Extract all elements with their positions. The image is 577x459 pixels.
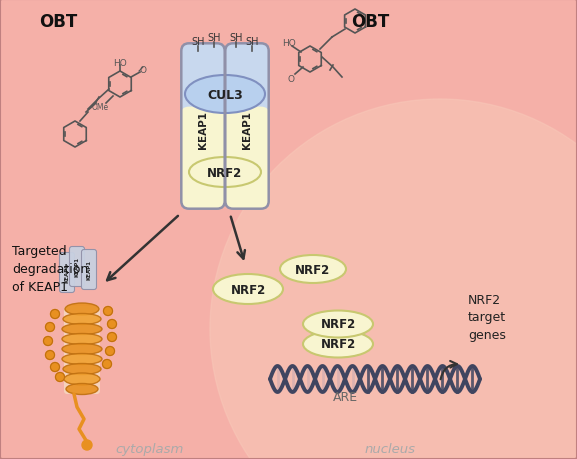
Text: KEAP1: KEAP1 xyxy=(65,263,69,282)
Text: SH: SH xyxy=(245,37,258,47)
FancyBboxPatch shape xyxy=(64,306,100,394)
Ellipse shape xyxy=(303,331,373,358)
Circle shape xyxy=(82,440,92,450)
Circle shape xyxy=(107,333,117,342)
Text: NRF2: NRF2 xyxy=(320,338,355,351)
Text: KEAP1: KEAP1 xyxy=(242,111,252,149)
Ellipse shape xyxy=(185,76,265,114)
Text: NRF2: NRF2 xyxy=(207,166,242,179)
Text: NRF2: NRF2 xyxy=(320,318,355,331)
Circle shape xyxy=(106,347,114,356)
Text: SH: SH xyxy=(207,33,221,43)
Text: cytoplasm: cytoplasm xyxy=(116,442,184,455)
Text: ARE: ARE xyxy=(332,391,358,403)
FancyBboxPatch shape xyxy=(59,253,74,293)
Circle shape xyxy=(55,373,65,382)
Text: HO: HO xyxy=(282,39,296,47)
Circle shape xyxy=(43,337,53,346)
Ellipse shape xyxy=(62,344,102,355)
Circle shape xyxy=(51,363,59,372)
FancyBboxPatch shape xyxy=(69,247,84,287)
Text: NRF2: NRF2 xyxy=(295,263,331,276)
Text: O: O xyxy=(287,74,294,84)
FancyBboxPatch shape xyxy=(81,250,96,290)
Circle shape xyxy=(107,320,117,329)
Text: OBT: OBT xyxy=(351,13,389,31)
FancyBboxPatch shape xyxy=(181,44,226,152)
Text: KEAP1: KEAP1 xyxy=(198,111,208,149)
Text: Targeted
degradation
of KEAP1: Targeted degradation of KEAP1 xyxy=(12,245,88,293)
Text: OMe: OMe xyxy=(91,102,108,111)
Ellipse shape xyxy=(63,314,101,325)
Circle shape xyxy=(51,310,59,319)
FancyBboxPatch shape xyxy=(181,107,226,210)
Ellipse shape xyxy=(280,256,346,283)
Text: KEAP1: KEAP1 xyxy=(87,259,92,280)
Ellipse shape xyxy=(303,311,373,338)
Ellipse shape xyxy=(65,303,99,315)
Ellipse shape xyxy=(62,324,102,335)
Text: O: O xyxy=(140,65,147,74)
Text: KEAP1: KEAP1 xyxy=(74,257,80,276)
Text: OBT: OBT xyxy=(39,13,77,31)
Ellipse shape xyxy=(62,334,102,345)
Ellipse shape xyxy=(64,373,100,385)
FancyBboxPatch shape xyxy=(224,44,269,152)
Text: HO: HO xyxy=(113,58,127,67)
Ellipse shape xyxy=(62,354,102,365)
Circle shape xyxy=(103,307,113,316)
Ellipse shape xyxy=(63,364,101,375)
Circle shape xyxy=(210,100,577,459)
Text: nucleus: nucleus xyxy=(365,442,415,455)
Text: SH: SH xyxy=(191,37,205,47)
Circle shape xyxy=(46,351,54,360)
Circle shape xyxy=(103,360,111,369)
FancyBboxPatch shape xyxy=(224,107,269,210)
Text: CUL3: CUL3 xyxy=(207,88,243,101)
Text: NRF2
target
genes: NRF2 target genes xyxy=(468,293,506,342)
Text: NRF2: NRF2 xyxy=(230,283,265,296)
Text: SH: SH xyxy=(229,33,243,43)
Circle shape xyxy=(46,323,54,332)
Ellipse shape xyxy=(213,274,283,304)
Ellipse shape xyxy=(189,157,261,188)
Ellipse shape xyxy=(66,384,98,395)
